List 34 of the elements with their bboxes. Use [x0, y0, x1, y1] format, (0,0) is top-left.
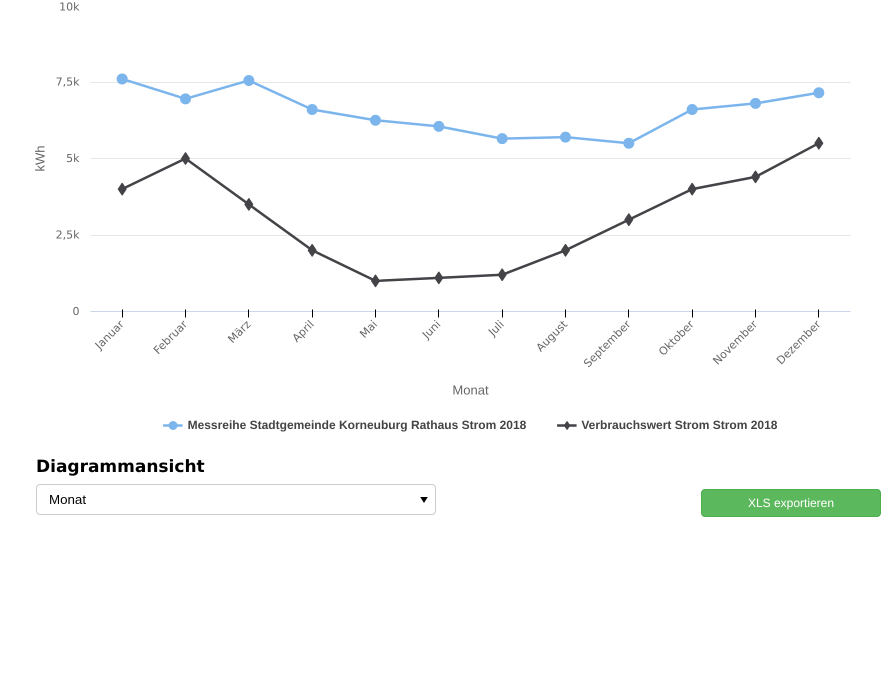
- x-tick-label: Juli: [485, 318, 507, 340]
- point: [688, 182, 697, 196]
- point: [306, 104, 318, 116]
- point: [180, 93, 191, 104]
- point: [116, 73, 128, 84]
- point: [686, 104, 698, 116]
- y-tick-label: 10k: [59, 0, 80, 14]
- y-tick-label: 2,5k: [56, 228, 80, 242]
- y-tick-label: 5k: [66, 152, 80, 165]
- point: [496, 133, 508, 144]
- point: [623, 138, 634, 149]
- point: [433, 120, 444, 132]
- point: [813, 87, 824, 98]
- point: [560, 132, 571, 143]
- point: [118, 182, 127, 196]
- point: [814, 136, 824, 150]
- point: [498, 268, 507, 282]
- point: [624, 213, 634, 226]
- point: [750, 98, 761, 109]
- point: [370, 114, 381, 126]
- point: [243, 74, 254, 86]
- y-axis-title: kWh: [32, 146, 48, 172]
- text: Monat: [36, 484, 436, 516]
- x-axis-title: Monat: [452, 382, 489, 398]
- legend-label: Verbrauchswert Strom Strom 2018: [581, 417, 778, 434]
- x-tick-label: Mai: [357, 318, 380, 341]
- legend-label: Messreihe Stadtgemeinde Korneuburg Rathaus Strom 2018: [188, 417, 526, 434]
- point: [308, 244, 317, 257]
- point: [434, 271, 444, 284]
- y-tick-label: 7,5k: [56, 76, 80, 88]
- text: Diagrammansicht: [36, 456, 205, 479]
- text: XLS exportieren: [701, 489, 881, 518]
- point: [244, 198, 254, 211]
- y-tick-label: 0: [72, 305, 80, 318]
